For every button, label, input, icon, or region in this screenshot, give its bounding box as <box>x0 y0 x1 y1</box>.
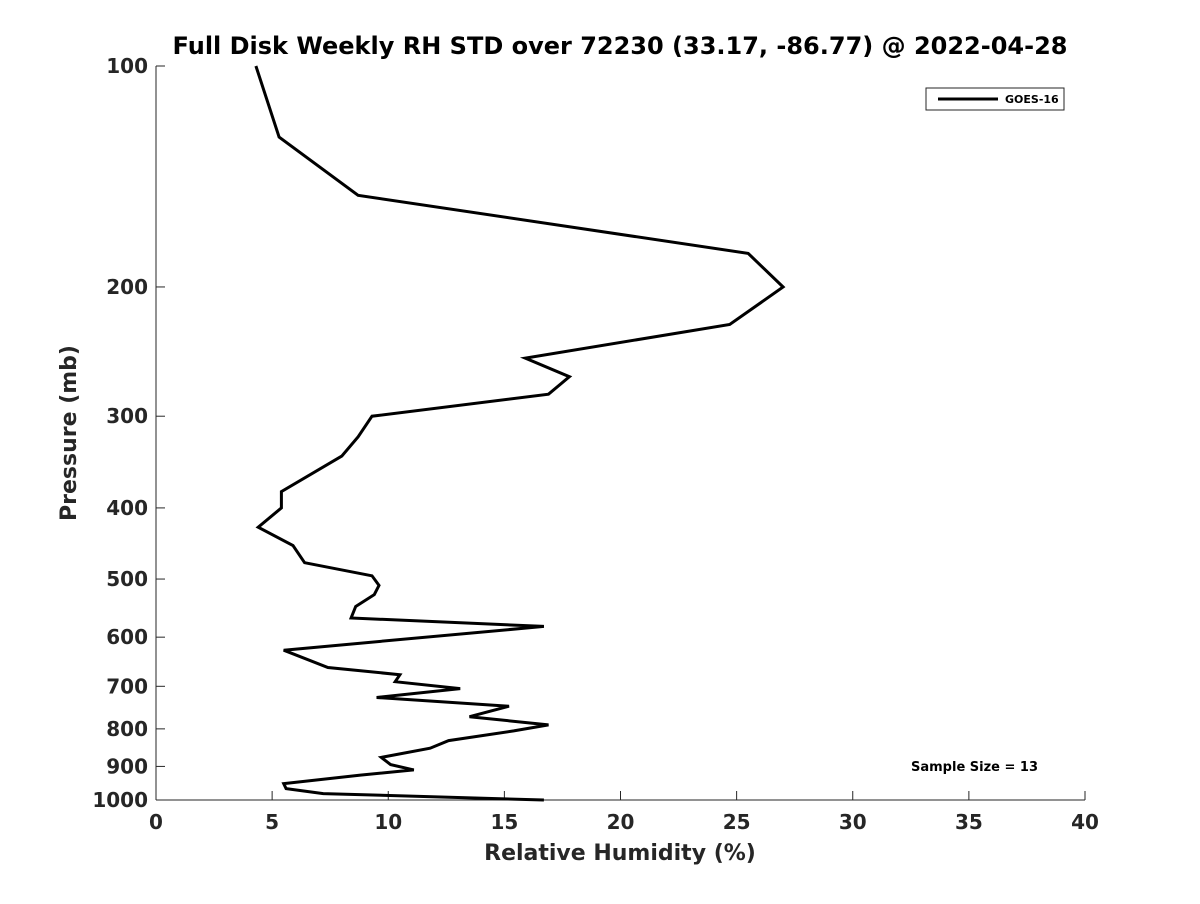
legend: GOES-16 <box>925 87 1065 111</box>
y-tick-label: 700 <box>106 674 148 698</box>
y-tick-label: 200 <box>106 275 148 299</box>
series-layer <box>254 65 786 802</box>
x-tick-label: 20 <box>607 810 635 834</box>
chart-title: Full Disk Weekly RH STD over 72230 (33.1… <box>173 32 1068 60</box>
y-tick-label: 100 <box>106 54 148 78</box>
x-tick-label: 30 <box>839 810 867 834</box>
legend-label: GOES-16 <box>1005 93 1059 106</box>
x-tick-label: 15 <box>490 810 518 834</box>
y-tick-label: 400 <box>106 496 148 520</box>
series-line-goes-16 <box>254 65 786 802</box>
x-tick-label: 25 <box>723 810 751 834</box>
x-axis-ticks: 0 5 10 15 20 25 30 35 40 <box>149 791 1099 834</box>
y-tick-label: 600 <box>106 625 148 649</box>
y-tick-label: 800 <box>106 717 148 741</box>
x-tick-label: 5 <box>265 810 279 834</box>
sample-size-annotation: Sample Size = 13 <box>911 760 1038 775</box>
x-axis-label: Relative Humidity (%) <box>484 841 756 866</box>
x-tick-label: 35 <box>955 810 983 834</box>
x-tick-label: 40 <box>1071 810 1099 834</box>
y-tick-label: 1000 <box>92 788 148 812</box>
y-tick-label: 900 <box>106 754 148 778</box>
y-tick-label: 500 <box>106 567 148 591</box>
x-tick-label: 0 <box>149 810 163 834</box>
y-axis-ticks: 100 200 300 400 500 600 700 800 900 1000 <box>92 54 165 812</box>
y-axis-label: Pressure (mb) <box>57 345 82 521</box>
y-tick-label: 300 <box>106 404 148 428</box>
x-tick-label: 10 <box>374 810 402 834</box>
